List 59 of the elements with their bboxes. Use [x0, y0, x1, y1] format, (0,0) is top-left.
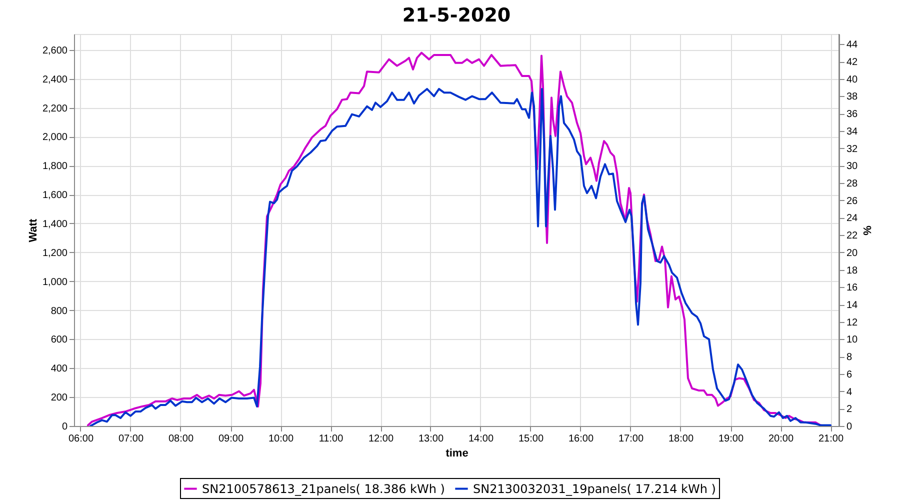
- y2-tick-label: 30: [846, 161, 858, 172]
- x-tick-label: 12:00: [368, 434, 394, 444]
- y2-tick-label: 10: [846, 334, 858, 346]
- x-tick-label: 21:00: [818, 434, 844, 444]
- y-tick-label: 1,800: [42, 161, 68, 172]
- y2-tick-label: 22: [846, 230, 858, 242]
- y-tick-label: 1,600: [42, 190, 68, 202]
- y2-tick-label: 18: [846, 265, 858, 276]
- chart-title: 21-5-2020: [402, 4, 511, 26]
- y2-tick-label: 32: [846, 144, 858, 155]
- y2-tick-label: 24: [846, 213, 858, 224]
- y2-tick-label: 42: [846, 57, 858, 68]
- x-tick-label: 20:00: [768, 434, 794, 444]
- x-tick-label: 06:00: [68, 434, 94, 444]
- y2-tick-label: 26: [846, 196, 858, 207]
- y2-tick-label: 44: [846, 40, 858, 51]
- y-tick-label: 1,000: [42, 276, 68, 288]
- y-tick-label: 2,200: [42, 103, 68, 114]
- y-tick-label: 800: [50, 306, 68, 317]
- y2-tick-label: 2: [846, 404, 852, 416]
- x-tick-label: 15:00: [518, 434, 544, 444]
- y2-tick-label: 28: [846, 178, 858, 190]
- y2-tick-label: 4: [846, 386, 852, 398]
- y2-tick-label: 16: [846, 282, 858, 294]
- y2-tick-label: 0: [846, 422, 852, 432]
- x-tick-label: 17:00: [618, 434, 644, 444]
- x-tick-label: 11:00: [318, 434, 344, 444]
- legend-label: SN2130032031_19panels( 17.214 kWh ): [473, 482, 716, 496]
- y-tick-label: 1,400: [42, 218, 68, 230]
- y2-tick-label: 14: [846, 300, 858, 312]
- x-tick-label: 13:00: [418, 434, 444, 444]
- y2-tick-label: 20: [846, 248, 858, 259]
- y2-tick-label: 8: [846, 352, 852, 364]
- x-tick-label: 10:00: [268, 434, 294, 444]
- y-tick-label: 200: [50, 392, 68, 404]
- x-tick-label: 14:00: [468, 434, 494, 444]
- x-tick-label: 09:00: [218, 434, 244, 444]
- x-axis-title: time: [446, 448, 468, 460]
- y-axis-title: Watt: [27, 218, 40, 242]
- y-tick-label: 2,000: [42, 132, 68, 144]
- y-tick-label: 2,400: [42, 74, 68, 86]
- y2-tick-label: 40: [846, 74, 858, 86]
- y2-tick-label: 6: [846, 369, 852, 380]
- y-tick-label: 0: [62, 422, 68, 432]
- y-tick-label: 600: [50, 334, 68, 346]
- y-tick-label: 1,200: [42, 248, 68, 259]
- y2-tick-label: 36: [846, 109, 858, 120]
- y-tick-label: 400: [50, 364, 68, 375]
- x-tick-label: 18:00: [668, 434, 694, 444]
- x-tick-label: 07:00: [118, 434, 144, 444]
- y2-axis-title: %: [860, 226, 873, 236]
- y2-tick-label: 34: [846, 126, 858, 138]
- legend-label: SN2100578613_21panels( 18.386 kWh ): [202, 482, 445, 496]
- x-tick-label: 16:00: [568, 434, 594, 444]
- y2-tick-label: 12: [846, 317, 858, 328]
- x-tick-label: 08:00: [168, 434, 194, 444]
- y2-tick-label: 38: [846, 92, 858, 103]
- x-tick-label: 19:00: [718, 434, 744, 444]
- y-tick-label: 2,600: [42, 45, 68, 56]
